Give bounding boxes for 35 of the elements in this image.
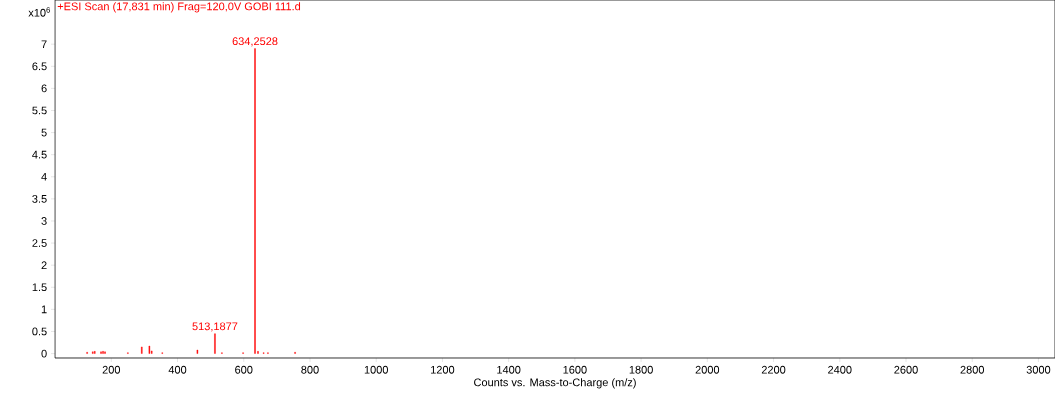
- y-tick-label: 0.5: [32, 327, 47, 336]
- y-tick-label: 4: [41, 173, 47, 181]
- y-tick-label: 2: [41, 261, 47, 270]
- y-tick-label: 5: [41, 128, 47, 137]
- data-label: 513,1877: [192, 322, 238, 332]
- x-tick-label: 400: [168, 365, 187, 374]
- x-tick-label: 2400: [828, 365, 852, 374]
- x-tick-label: 1000: [364, 365, 388, 374]
- y-tick-label: 3: [41, 217, 47, 225]
- y-tick-label: 2.5: [32, 239, 47, 247]
- y-tick-label: 5.5: [32, 106, 47, 115]
- y-tick-label: 1: [41, 305, 47, 314]
- x-tick-label: 2600: [894, 365, 918, 374]
- y-tick-label: 6.5: [32, 62, 47, 71]
- y-axis-title: x10$^{6}$: [28, 7, 50, 17]
- x-tick-label: 200: [102, 365, 121, 374]
- x-tick-label: 1400: [497, 365, 521, 374]
- y-tick-label: 6: [41, 84, 47, 93]
- x-tick-label: 2000: [695, 365, 720, 374]
- chart-title: +ESI Scan (17,831 min) Frag=120,0V GOBI 111.d: [57, 2, 301, 13]
- y-tick-label: 4.5: [32, 150, 47, 159]
- x-tick-label: 600: [235, 365, 253, 374]
- x-axis-title: Counts vs. Mass-to-Charge (m/z): [474, 378, 636, 389]
- y-tick-label: 3.5: [32, 195, 47, 203]
- x-tick-label: 1600: [563, 365, 587, 374]
- x-tick-label: 1200: [431, 365, 455, 374]
- y-tick-label: 0: [41, 349, 47, 358]
- x-tick-label: 800: [301, 365, 319, 374]
- x-tick-label: 2200: [761, 365, 786, 374]
- x-tick-label: 2800: [960, 365, 985, 374]
- y-tick-label: 1.5: [32, 283, 47, 292]
- x-tick-label: 3000: [1026, 365, 1051, 374]
- y-tick-label: 7: [41, 40, 47, 48]
- x-tick-label: 1800: [629, 365, 653, 374]
- data-label: 634,2528: [232, 37, 278, 47]
